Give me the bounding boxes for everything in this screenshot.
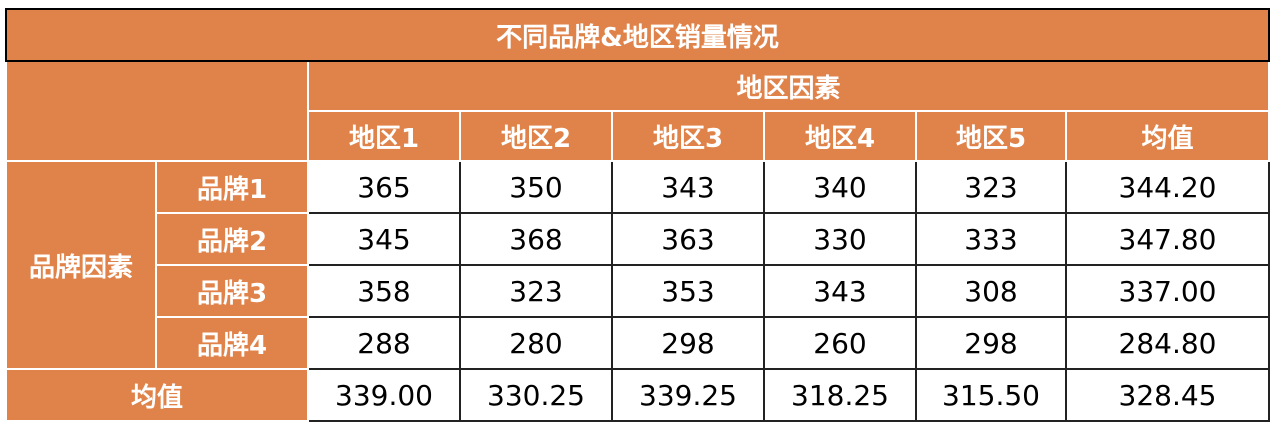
data-cell: 284.80: [1065, 316, 1270, 370]
data-cell: 308: [915, 264, 1067, 318]
column-header: 均值: [1065, 110, 1270, 162]
column-group-header: 地区因素: [307, 60, 1270, 112]
data-cell: 343: [611, 160, 765, 214]
column-header: 地区5: [915, 110, 1067, 162]
data-cell: 358: [307, 264, 461, 318]
column-header: 地区3: [611, 110, 765, 162]
data-cell: 365: [307, 160, 461, 214]
data-cell: 337.00: [1065, 264, 1270, 318]
data-cell: 343: [763, 264, 917, 318]
data-cell: 280: [459, 316, 613, 370]
average-cell: 330.25: [459, 368, 613, 422]
data-cell: 323: [459, 264, 613, 318]
table-row: 品牌4 288 280 298 260 298 284.80: [6, 316, 1270, 370]
row-header: 品牌1: [155, 160, 309, 214]
table-row: 品牌2 345 368 363 330 333 347.80: [6, 212, 1270, 266]
data-cell: 350: [459, 160, 613, 214]
data-cell: 298: [915, 316, 1067, 370]
table-row: 品牌因素 品牌1 365 350 343 340 323 344.20: [5, 160, 1270, 370]
table-row: 品牌3 358 323 353 343 308 337.00: [6, 264, 1270, 318]
sheet: 不同品牌&地区销量情况 地区因素 地区1 地区2 地区3 地区4 地区5 均值 品牌因素 品牌1 3…: [5, 8, 1270, 422]
table-row: 地区1 地区2 地区3 地区4 地区5 均值: [6, 110, 1270, 162]
footer-label: 均值: [5, 368, 309, 422]
column-header: 地区1: [307, 110, 461, 162]
average-cell: 339.00: [307, 368, 461, 422]
row-header: 品牌3: [155, 264, 309, 318]
data-cell: 260: [763, 316, 917, 370]
data-cell: 323: [915, 160, 1067, 214]
data-cell: 298: [611, 316, 765, 370]
row-header: 品牌4: [155, 316, 309, 370]
column-header: 地区4: [763, 110, 917, 162]
data-cell: 340: [763, 160, 917, 214]
average-cell: 315.50: [915, 368, 1067, 422]
data-cell: 363: [611, 212, 765, 266]
data-cell: 333: [915, 212, 1067, 266]
corner-cell: [5, 60, 309, 162]
data-cell: 368: [459, 212, 613, 266]
table-row: 不同品牌&地区销量情况: [5, 8, 1270, 62]
column-header: 地区2: [459, 110, 613, 162]
data-cell: 345: [307, 212, 461, 266]
data-cell: 344.20: [1065, 160, 1270, 214]
sales-table: 不同品牌&地区销量情况 地区因素 地区1 地区2 地区3 地区4 地区5 均值 品牌因素 品牌1 3…: [5, 8, 1270, 422]
data-cell: 353: [611, 264, 765, 318]
data-cell: 330: [763, 212, 917, 266]
data-cell: 288: [307, 316, 461, 370]
average-cell: 328.45: [1065, 368, 1270, 422]
row-header: 品牌2: [155, 212, 309, 266]
average-cell: 318.25: [763, 368, 917, 422]
average-cell: 339.25: [611, 368, 765, 422]
table-row: 均值 339.00 330.25 339.25 318.25 315.50 328.45: [5, 368, 1270, 422]
table-title: 不同品牌&地区销量情况: [5, 8, 1270, 62]
row-group-header: 品牌因素: [5, 160, 157, 370]
table-row: 地区因素: [5, 60, 1270, 162]
data-cell: 347.80: [1065, 212, 1270, 266]
